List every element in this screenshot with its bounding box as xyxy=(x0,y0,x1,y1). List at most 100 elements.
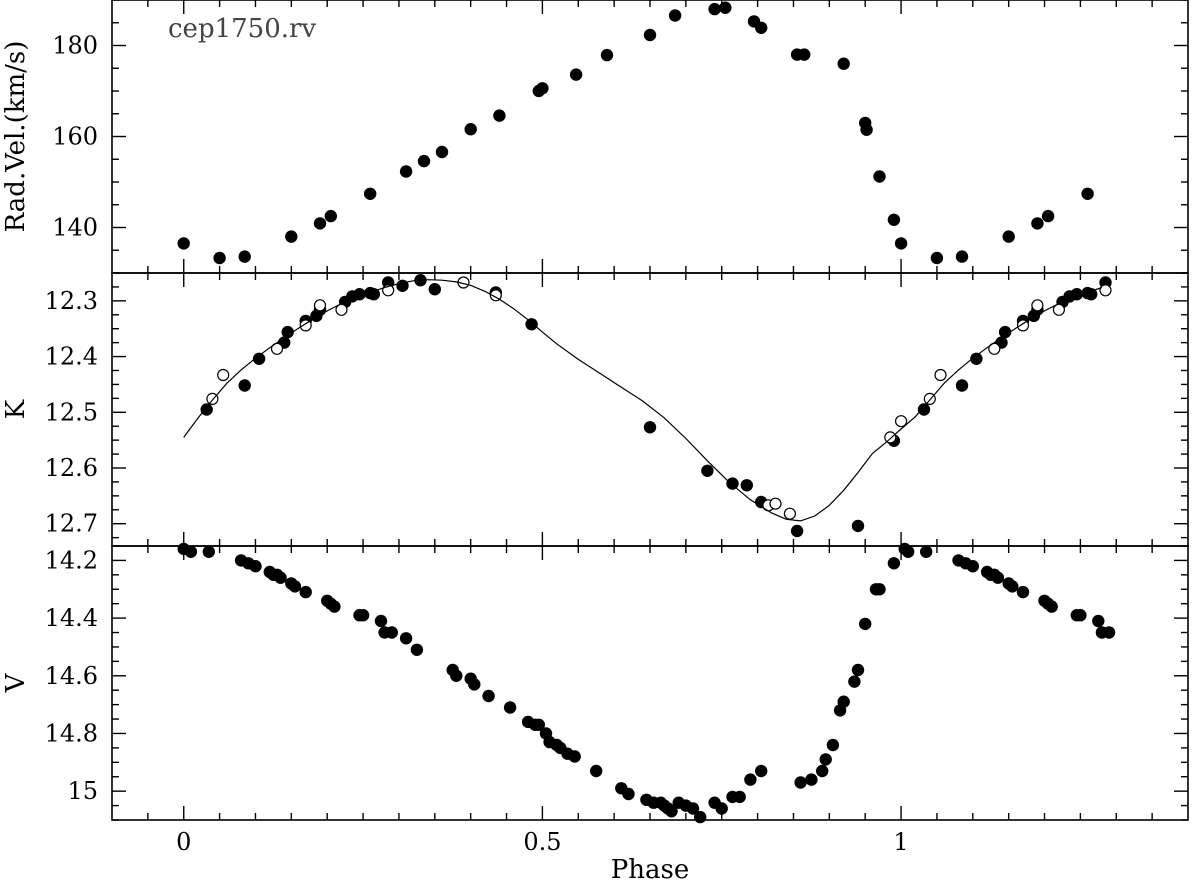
data-point xyxy=(643,28,657,42)
y-tick-label: 14.4 xyxy=(45,604,98,632)
data-point xyxy=(970,352,983,365)
data-point xyxy=(450,669,463,682)
open-data-point xyxy=(783,507,797,520)
y-axis-title: K xyxy=(1,399,31,419)
data-point xyxy=(955,379,969,392)
data-point xyxy=(622,787,635,801)
data-point xyxy=(917,403,931,416)
x-tick-label: 0.5 xyxy=(523,828,561,856)
panel-frame xyxy=(111,272,1189,547)
data-point xyxy=(288,580,302,593)
x-tick-label: 1 xyxy=(893,828,908,856)
data-point xyxy=(668,9,682,22)
data-point xyxy=(238,250,251,263)
data-point xyxy=(274,571,287,584)
y-axis-title: V xyxy=(1,672,31,693)
data-point xyxy=(694,810,707,824)
data-point xyxy=(367,288,380,301)
data-point xyxy=(848,675,861,688)
open-data-point xyxy=(894,415,908,428)
data-point xyxy=(701,464,714,477)
data-point xyxy=(464,123,477,136)
data-point xyxy=(569,68,583,81)
data-point xyxy=(794,776,807,789)
model-curve xyxy=(183,279,1103,522)
data-point xyxy=(417,154,431,168)
data-point xyxy=(1085,288,1098,301)
y-tick-label: 12.3 xyxy=(45,287,98,315)
data-point xyxy=(740,479,753,492)
open-data-point xyxy=(934,368,947,382)
data-point xyxy=(930,251,944,265)
y-tick-label: 14.2 xyxy=(45,546,98,574)
y-tick-label: 12.4 xyxy=(45,343,98,371)
x-tick-label: 0 xyxy=(176,828,191,856)
data-point xyxy=(887,557,901,570)
y-tick-label: 140 xyxy=(52,214,98,242)
panel-radial-velocity: 140 160 180 Rad.Vel.(km/s) xyxy=(1,0,1189,274)
open-data-point xyxy=(335,303,348,316)
data-point xyxy=(816,764,829,778)
data-point xyxy=(399,632,413,645)
data-point xyxy=(860,123,873,136)
y-tick-label: 14.6 xyxy=(45,662,98,690)
data-point xyxy=(805,773,818,786)
data-point xyxy=(468,678,481,691)
data-point xyxy=(410,643,424,656)
data-point xyxy=(281,325,294,339)
data-point xyxy=(238,379,251,392)
open-data-point xyxy=(1052,303,1066,316)
data-point xyxy=(184,545,198,558)
open-data-point xyxy=(313,299,327,312)
panel-v-band: 14.2 14.4 14.6 14.8 15 V xyxy=(1,542,1189,824)
data-point xyxy=(887,213,901,226)
data-point xyxy=(859,617,872,631)
data-point xyxy=(1041,209,1055,223)
data-point xyxy=(503,701,517,714)
data-point xyxy=(686,802,700,815)
data-point xyxy=(873,583,886,596)
y-tick-label: 180 xyxy=(52,32,98,60)
data-point xyxy=(356,609,370,622)
data-point xyxy=(1031,217,1044,230)
data-point xyxy=(313,217,327,230)
y-tick-label: 15 xyxy=(67,777,98,805)
data-point xyxy=(252,352,266,365)
data-point xyxy=(755,21,768,34)
y-axis-title: Rad.Vel.(km/s) xyxy=(1,41,31,233)
data-point xyxy=(819,753,832,766)
data-point xyxy=(1016,585,1030,599)
data-point xyxy=(1081,187,1094,200)
data-point xyxy=(364,187,377,200)
data-point xyxy=(213,251,226,265)
data-point xyxy=(955,250,969,263)
open-data-point xyxy=(769,497,782,510)
data-point xyxy=(894,237,908,250)
y-tick-label: 12.7 xyxy=(45,510,98,538)
data-point xyxy=(493,109,506,122)
data-point xyxy=(428,283,441,296)
y-tick-label: 12.6 xyxy=(45,454,98,482)
open-data-point xyxy=(1031,299,1044,312)
data-point xyxy=(744,773,757,786)
open-data-point xyxy=(489,289,502,302)
x-axis-title: Phase xyxy=(611,855,689,881)
data-point xyxy=(719,1,732,14)
data-point xyxy=(733,790,746,804)
data-point xyxy=(590,764,603,778)
data-point xyxy=(920,545,933,558)
data-point xyxy=(798,48,811,61)
data-point xyxy=(399,165,413,178)
data-point xyxy=(665,805,678,818)
data-point xyxy=(837,695,850,708)
open-data-point xyxy=(1099,284,1112,297)
data-point xyxy=(328,600,341,613)
data-point xyxy=(568,750,581,763)
data-point xyxy=(324,209,337,223)
chart-title: cep1750.rv xyxy=(168,14,316,44)
y-tick-label: 160 xyxy=(52,123,98,151)
data-point xyxy=(837,57,850,70)
data-point xyxy=(200,403,213,416)
